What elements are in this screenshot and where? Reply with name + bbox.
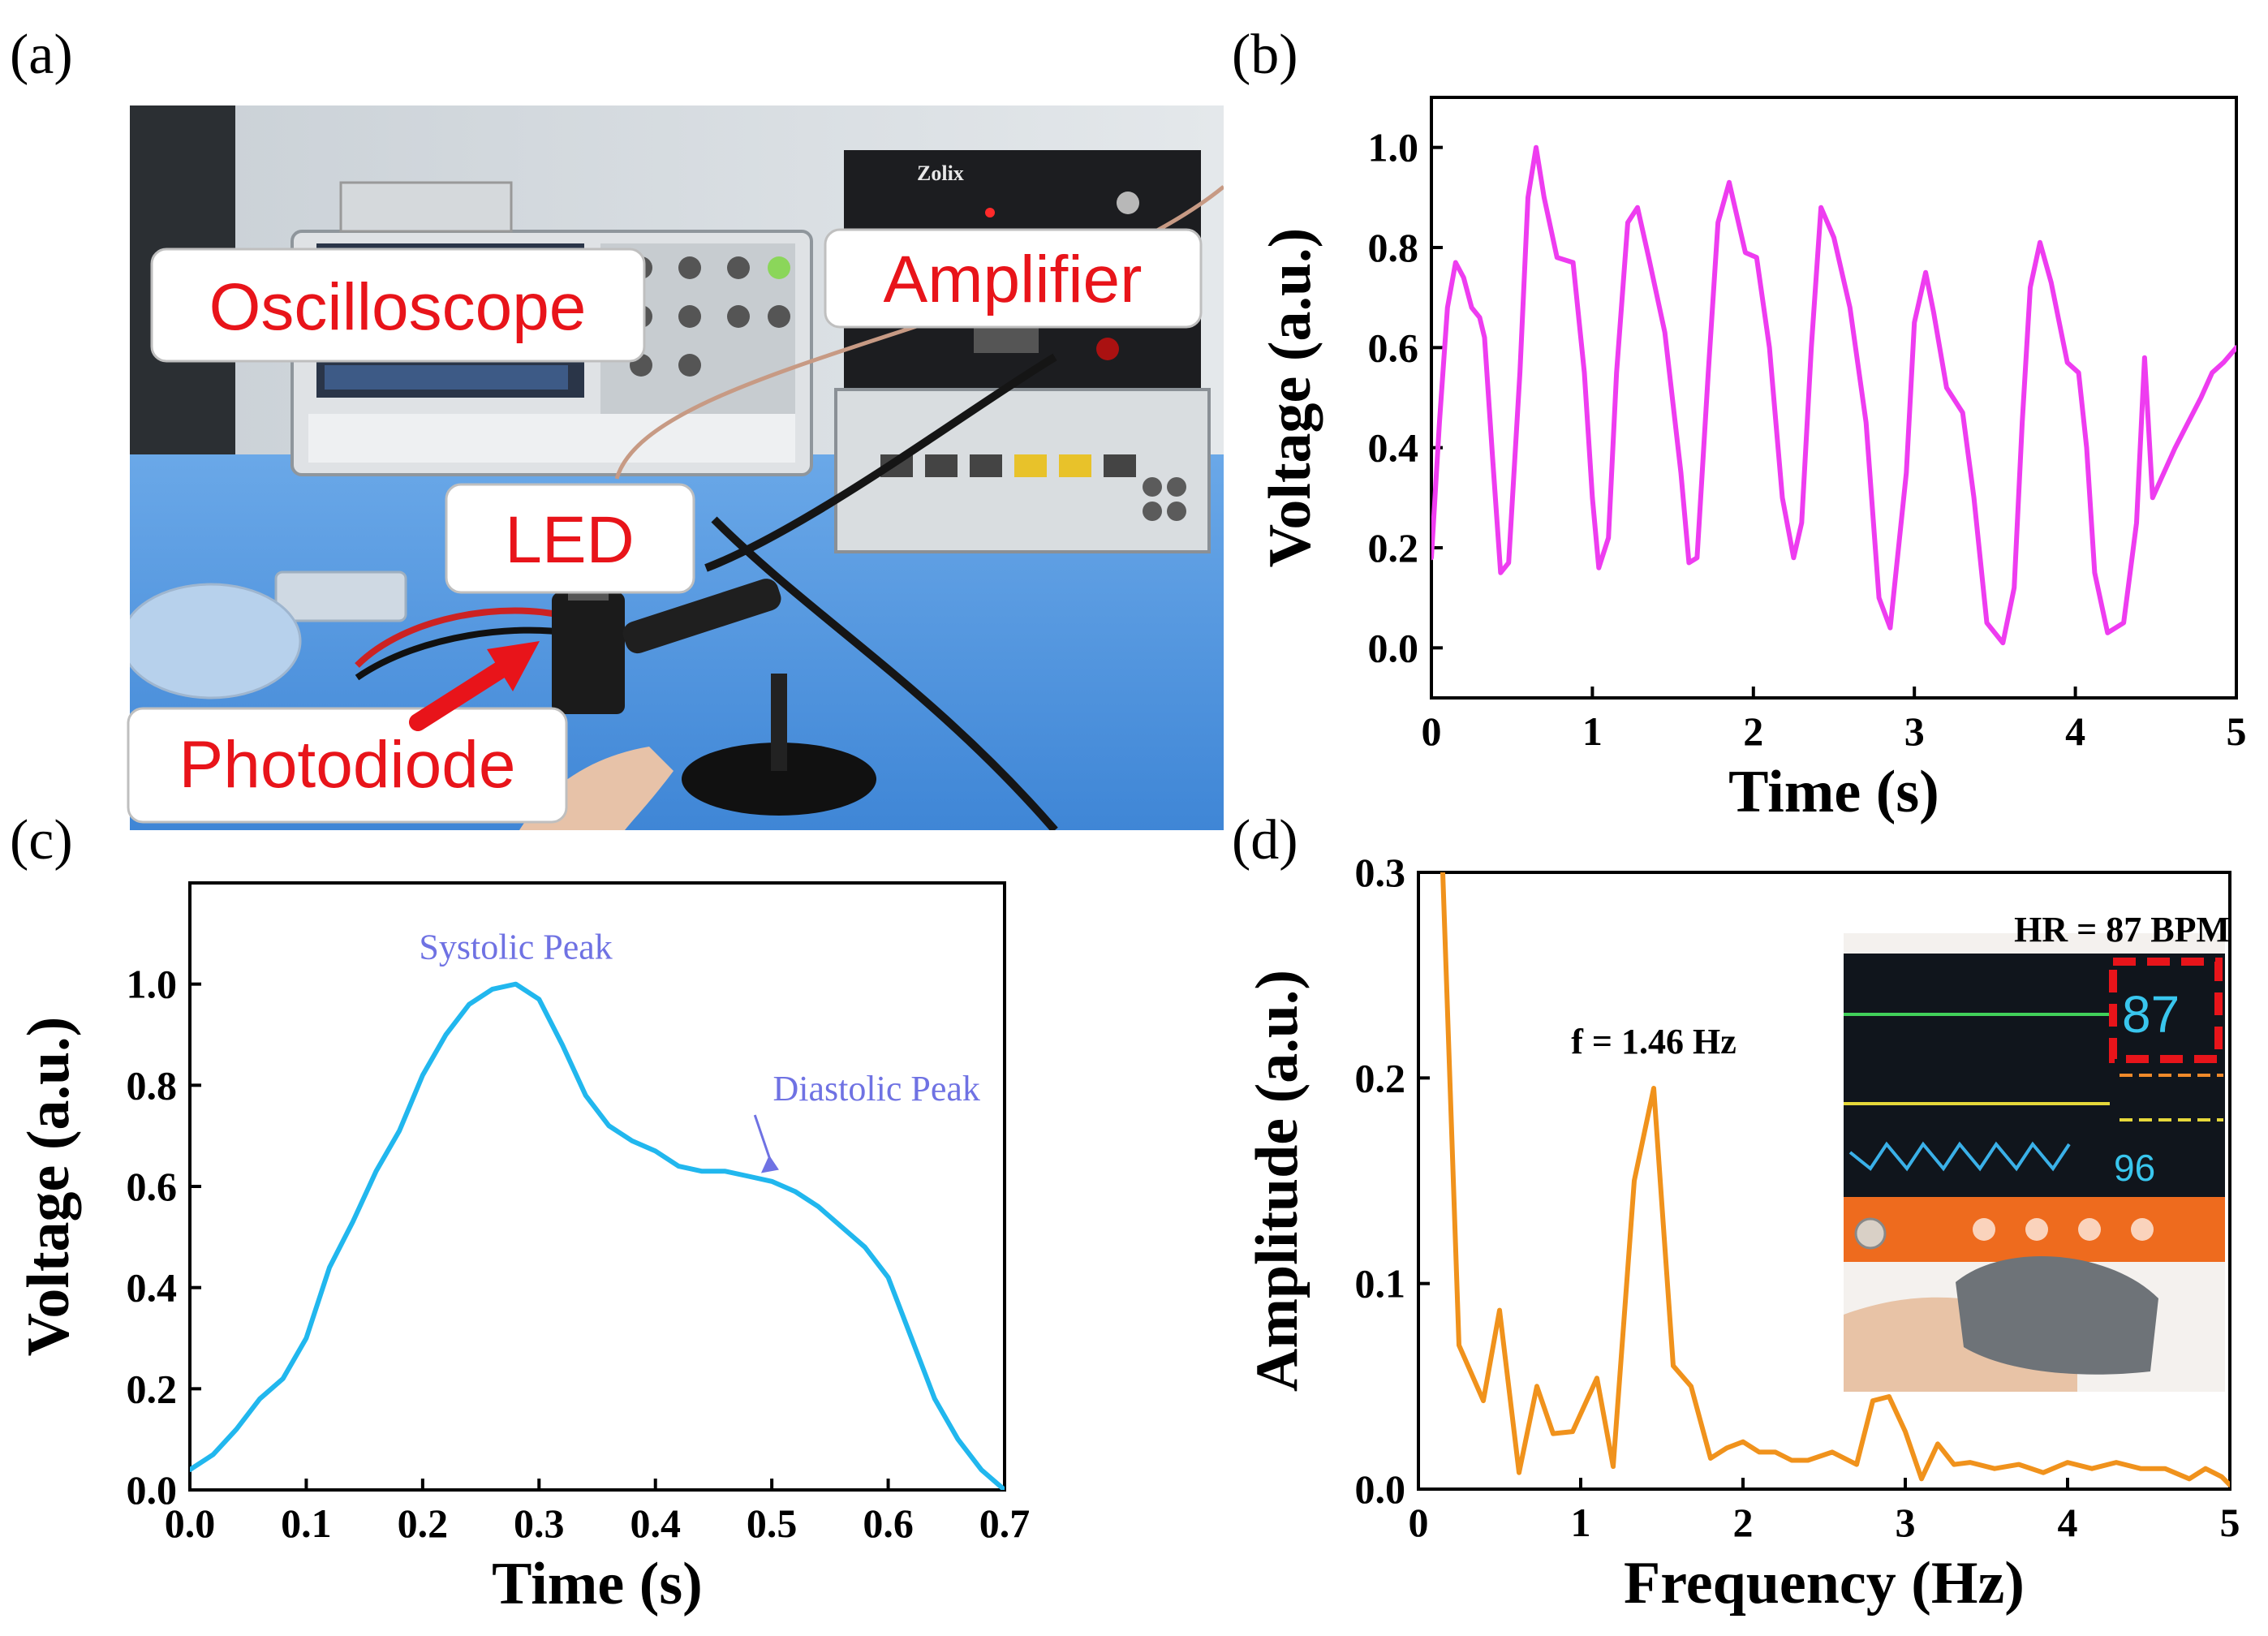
y-tick-label-b: 1.0 — [1368, 125, 1419, 170]
y-axis-label-d: Amplitude (a.u.) — [1244, 970, 1310, 1392]
cable-black — [704, 353, 1057, 572]
x-tick-label-b: 1 — [1582, 708, 1603, 754]
monitor-hr-value: 87 — [2122, 985, 2180, 1044]
y-tick-label-b: 0.8 — [1368, 225, 1419, 270]
monitor-spo2-value: 96 — [2114, 1147, 2155, 1189]
x-tick-label-b: 0 — [1422, 708, 1442, 754]
x-tick-label-d: 5 — [2220, 1500, 2240, 1545]
y-tick-label-c: 0.0 — [127, 1467, 178, 1513]
series-line-d — [1440, 872, 2230, 1487]
callout-oscilloscope: Oscilloscope — [150, 248, 646, 363]
plot-frame-b — [1430, 96, 2238, 700]
x-tick-label-c: 0.4 — [630, 1500, 681, 1546]
y-tick-label-d: 0.2 — [1355, 1055, 1406, 1100]
annotation-d-0: f = 1.46 Hz — [1571, 1022, 1736, 1061]
y-tick-label-d: 0.3 — [1355, 850, 1406, 895]
series-line-b — [1431, 144, 2236, 646]
x-tick-label-d: 0 — [1409, 1500, 1429, 1545]
amplifier-brand: Zolix — [917, 161, 964, 185]
x-axis-label-b: Time (s) — [1728, 759, 1939, 825]
lab-setup-photo: Zolix — [127, 105, 1224, 830]
callout-amplifier-text: Amplifier — [884, 243, 1143, 316]
x-tick-label-b: 4 — [2065, 708, 2085, 754]
finger-clip-sensor — [1956, 1255, 2158, 1375]
x-tick-label-c: 0.2 — [398, 1500, 449, 1546]
x-axis-label-c: Time (s) — [492, 1551, 703, 1617]
annotation-arrowhead — [760, 1155, 779, 1173]
panel-label-c: (c) — [10, 809, 73, 872]
annotation-c-0: Systolic Peak — [419, 928, 612, 967]
y-axis-label-c: Voltage (a.u.) — [15, 1017, 82, 1357]
callout-photodiode-text: Photodiode — [179, 728, 516, 802]
annotation-c-1: Diastolic Peak — [773, 1069, 980, 1109]
x-tick-label-c: 0.7 — [979, 1500, 1031, 1546]
patient-monitor-inset: 87 96 HR = 87 BPM — [1844, 910, 2230, 1392]
plot-frame-c — [188, 881, 1006, 1492]
x-tick-label-c: 0.6 — [863, 1500, 914, 1546]
x-tick-label-d: 2 — [1733, 1500, 1754, 1545]
red-arrow-icon — [409, 641, 540, 731]
y-tick-label-b: 0.2 — [1368, 525, 1419, 570]
callout-amplifier: Amplifier — [824, 228, 1203, 329]
y-tick-label-c: 0.6 — [127, 1164, 178, 1209]
chart-b-voltage-time: 0 1 2 3 4 5 0.0 0.2 0.4 0.6 0.8 1.0 Time (s) Voltage … — [1257, 96, 2247, 825]
y-tick-label-d: 0.0 — [1355, 1466, 1406, 1512]
x-tick-label-d: 3 — [1896, 1500, 1916, 1545]
y-axis-label-b: Voltage (a.u.) — [1257, 228, 1323, 568]
x-tick-label-c: 0.3 — [514, 1500, 565, 1546]
chart-d-spectrum: 0 1 2 3 4 5 0.0 0.1 0.2 0.3 Frequency (Hz) Amplitud… — [1244, 850, 2240, 1617]
x-axis-label-d: Frequency (Hz) — [1624, 1550, 2025, 1617]
x-tick-label-d: 1 — [1571, 1500, 1591, 1545]
hr-label: HR = 87 BPM — [2014, 910, 2230, 949]
series-line-c — [190, 981, 1005, 1490]
function-generator-device — [834, 388, 1211, 553]
hr-highlight-box — [2109, 958, 2223, 1063]
x-tick-label-c: 0.0 — [165, 1500, 216, 1546]
y-tick-label-b: 0.6 — [1368, 325, 1419, 370]
y-tick-label-d: 0.1 — [1355, 1261, 1406, 1307]
x-tick-label-b: 3 — [1904, 708, 1925, 754]
callout-photodiode: Photodiode — [127, 707, 568, 824]
callout-led: LED — [445, 483, 695, 594]
chart-c-single-pulse: 0.0 0.1 0.2 0.3 0.4 0.5 0.6 0.7 0.0 0.2 0.4 0.6 0.8 1… — [15, 881, 1031, 1617]
x-tick-label-c: 0.5 — [747, 1500, 798, 1546]
y-tick-label-b: 0.0 — [1368, 625, 1419, 670]
plot-frame-d — [1417, 871, 2231, 1491]
x-tick-label-b: 2 — [1743, 708, 1763, 754]
y-tick-label-c: 0.4 — [127, 1265, 178, 1311]
panel-label-d: (d) — [1232, 809, 1298, 872]
callout-oscilloscope-text: Oscilloscope — [209, 270, 587, 344]
callout-led-text: LED — [505, 503, 635, 577]
x-tick-label-d: 4 — [2058, 1500, 2078, 1545]
x-tick-label-c: 0.1 — [281, 1500, 332, 1546]
panel-label-b: (b) — [1232, 24, 1298, 86]
y-tick-label-c: 0.8 — [127, 1062, 178, 1108]
panel-label-a: (a) — [10, 24, 73, 86]
y-tick-label-c: 1.0 — [127, 962, 178, 1007]
y-tick-label-c: 0.2 — [127, 1366, 178, 1411]
x-tick-label-b: 5 — [2227, 708, 2247, 754]
y-tick-label-b: 0.4 — [1368, 425, 1419, 471]
led-photodiode-holder — [552, 568, 876, 816]
